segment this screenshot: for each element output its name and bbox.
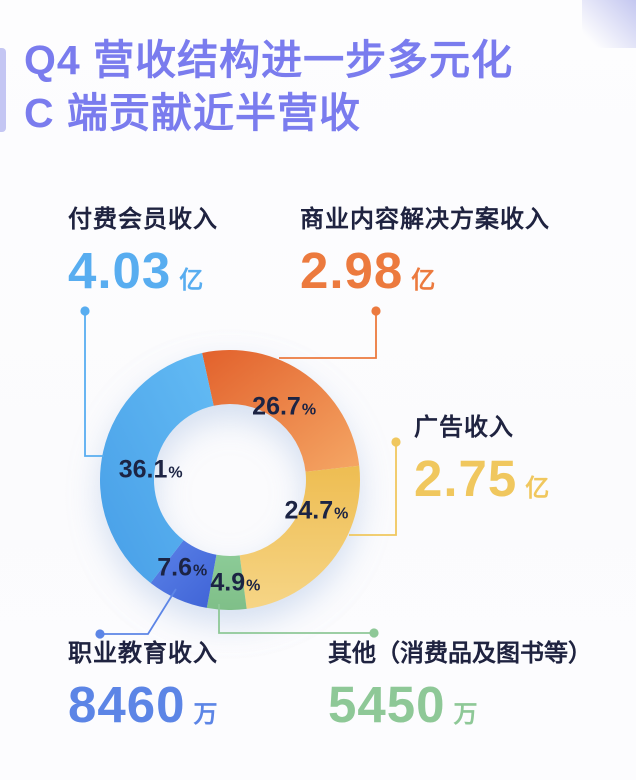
- callout-label: 商业内容解决方案收入: [300, 206, 550, 233]
- callout-value: 2.98 亿: [300, 241, 550, 300]
- donut-segment-others: [206, 554, 247, 610]
- callout-others: 其他（消费品及图书等） 5450 万: [328, 636, 592, 734]
- value-number: 2.75: [414, 450, 518, 507]
- connector-line-ads: [349, 442, 397, 536]
- page-title-line-2: C 端贡献近半营收: [24, 90, 361, 136]
- callout-label: 广告收入: [414, 414, 514, 441]
- value-unit: 亿: [411, 267, 436, 294]
- donut-segment-commercial: [202, 349, 360, 472]
- callout-value: 2.75 亿: [414, 449, 549, 508]
- value-unit: 万: [193, 701, 218, 728]
- connector-dot-vocational: [95, 629, 105, 639]
- connector-dot-paid: [80, 306, 90, 316]
- value-number: 5450: [328, 676, 446, 733]
- value-unit: 亿: [179, 267, 204, 294]
- connector-line-vocational: [100, 588, 177, 635]
- value-unit: 万: [453, 701, 478, 728]
- connector-dot-commercial: [371, 306, 381, 316]
- value-number: 4.03: [68, 242, 172, 299]
- title-accent-bar: [0, 48, 6, 132]
- callout-vocational-education: 职业教育收入 8460 万: [68, 636, 218, 734]
- callout-value: 8460 万: [68, 675, 218, 734]
- value-number: 2.98: [300, 242, 404, 299]
- callout-advertising: 广告收入 2.75 亿: [414, 410, 549, 508]
- page-title: Q4 营收结构进一步多元化 C 端贡献近半营收: [24, 34, 513, 140]
- callout-commercial-content: 商业内容解决方案收入 2.98 亿: [300, 202, 550, 300]
- callout-label: 付费会员收入: [68, 206, 218, 233]
- percent-label-others: 4.9%: [210, 568, 261, 597]
- percent-label-paid: 36.1%: [118, 455, 183, 484]
- corner-decoration: [582, 0, 636, 48]
- callout-label: 职业教育收入: [68, 640, 218, 667]
- connector-line-others: [218, 604, 374, 634]
- donut-segment-paid: [99, 353, 214, 583]
- callout-label: 其他（消费品及图书等）: [328, 640, 592, 667]
- value-unit: 亿: [525, 475, 550, 502]
- connector-dot-others: [369, 628, 379, 638]
- donut-segment-ads: [239, 465, 361, 609]
- donut-segment-vocational: [150, 540, 217, 608]
- percent-label-vocational: 7.6%: [157, 553, 208, 582]
- connector-line-paid: [84, 311, 104, 457]
- connector-dot-ads: [391, 437, 401, 447]
- percent-label-ads: 24.7%: [284, 496, 349, 525]
- connector-line-commercial: [279, 311, 377, 359]
- percent-label-commercial: 26.7%: [252, 392, 317, 421]
- callout-value: 5450 万: [328, 675, 592, 734]
- callout-paid-membership: 付费会员收入 4.03 亿: [68, 202, 218, 300]
- callout-value: 4.03 亿: [68, 241, 218, 300]
- value-number: 8460: [68, 676, 186, 733]
- page-title-line-1: Q4 营收结构进一步多元化: [24, 37, 514, 83]
